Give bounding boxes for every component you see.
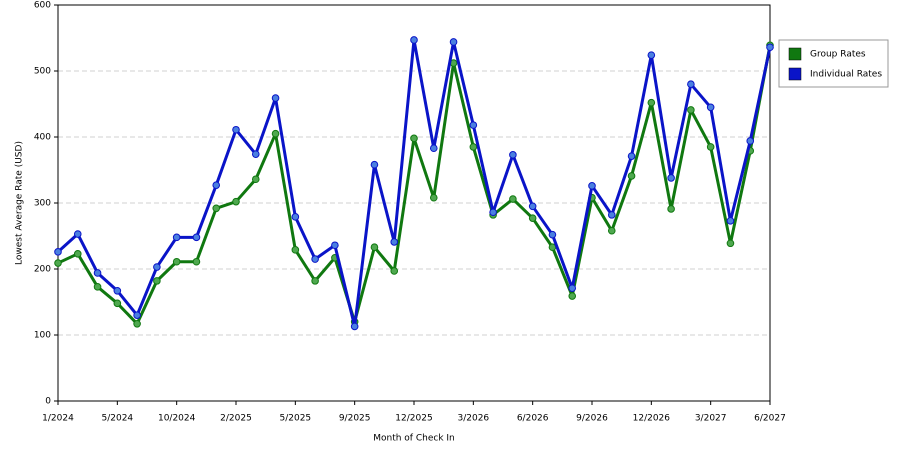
data-point — [726, 217, 735, 225]
data-point — [509, 151, 517, 159]
data-point — [766, 43, 774, 52]
data-point — [469, 143, 478, 151]
data-point — [192, 233, 201, 242]
data-point — [667, 174, 675, 182]
data-point — [133, 311, 141, 320]
x-tick-label: 5/2025 — [279, 414, 311, 424]
data-point — [429, 193, 438, 202]
data-point — [647, 98, 656, 107]
data-point — [251, 175, 260, 184]
data-point — [232, 197, 240, 206]
data-point — [331, 241, 339, 250]
data-point — [172, 233, 181, 242]
series-line — [57, 44, 772, 326]
data-point — [370, 160, 379, 169]
data-point — [212, 204, 221, 213]
data-point — [133, 319, 141, 328]
data-point — [588, 182, 596, 190]
data-point — [153, 263, 161, 271]
data-point — [93, 269, 102, 277]
data-point — [350, 322, 359, 331]
data-point — [172, 257, 181, 266]
data-point — [153, 277, 161, 285]
data-point — [311, 277, 319, 285]
data-point — [667, 205, 675, 213]
data-point — [429, 144, 438, 153]
data-point — [212, 181, 221, 189]
y-tick-label: 300 — [34, 199, 51, 209]
data-point — [706, 103, 715, 112]
data-point — [469, 121, 478, 129]
legend-label: Individual Rates — [810, 70, 882, 80]
x-tick-label: 5/2024 — [101, 414, 133, 424]
x-tick-label: 2/2025 — [220, 414, 252, 424]
x-tick-label: 6/2027 — [754, 414, 786, 424]
data-point — [113, 299, 122, 308]
data-point — [410, 134, 418, 143]
data-point — [232, 125, 240, 134]
x-tick-label: 6/2026 — [517, 414, 549, 424]
x-tick-label: 12/2025 — [395, 414, 432, 424]
legend-swatch — [788, 67, 802, 81]
x-axis-title: Month of Check In — [373, 434, 455, 444]
data-point — [607, 226, 616, 235]
data-point — [568, 284, 577, 292]
data-point — [73, 230, 82, 238]
x-tick-label: 3/2026 — [457, 414, 489, 424]
data-point — [54, 259, 62, 267]
data-point — [528, 214, 537, 222]
x-tick-label: 9/2026 — [576, 414, 608, 424]
data-point — [390, 238, 399, 246]
data-point — [548, 230, 557, 239]
data-point — [311, 255, 319, 263]
y-tick-label: 500 — [34, 67, 51, 77]
y-tick-label: 400 — [34, 133, 51, 143]
data-point — [509, 195, 517, 203]
y-tick-label: 0 — [45, 397, 51, 407]
data-point — [93, 283, 102, 291]
data-point — [726, 239, 735, 248]
legend-swatch — [788, 47, 802, 61]
data-point — [54, 248, 62, 256]
data-point — [687, 106, 695, 114]
data-point — [687, 80, 695, 88]
series-line — [56, 38, 772, 328]
x-tick-label: 10/2024 — [158, 414, 196, 424]
data-point — [271, 94, 280, 102]
y-tick-label: 200 — [34, 265, 51, 275]
data-point — [627, 152, 636, 160]
data-point — [647, 51, 656, 59]
data-point — [291, 213, 300, 221]
data-point — [410, 36, 418, 44]
data-point — [291, 246, 300, 254]
data-point — [607, 211, 616, 219]
data-point — [489, 208, 497, 217]
y-axis-title: Lowest Average Rate (USD) — [15, 141, 25, 265]
y-tick-label: 100 — [34, 331, 51, 341]
x-tick-label: 9/2025 — [339, 414, 371, 424]
data-point — [113, 286, 122, 295]
legend-label: Group Rates — [810, 50, 866, 60]
data-point — [746, 137, 755, 145]
data-point — [370, 243, 379, 252]
data-point — [192, 257, 201, 266]
x-tick-label: 12/2026 — [633, 414, 671, 424]
data-point — [390, 267, 399, 275]
y-tick-label: 600 — [34, 1, 51, 11]
data-point — [73, 250, 82, 258]
x-tick-label: 3/2027 — [695, 414, 727, 424]
data-point — [449, 38, 458, 46]
data-point — [627, 172, 636, 180]
data-point — [528, 202, 537, 211]
data-point — [706, 143, 715, 151]
data-point — [271, 129, 280, 138]
legend: Group Rates Individual Rates — [778, 39, 889, 88]
data-point — [568, 292, 577, 300]
x-tick-label: 1/2024 — [42, 414, 74, 424]
data-point — [251, 150, 260, 158]
